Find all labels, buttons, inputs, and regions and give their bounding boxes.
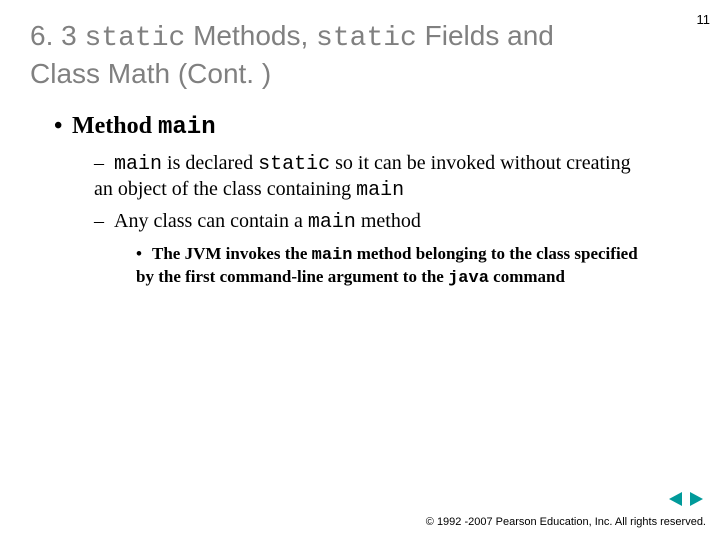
title-section: 6. 3 xyxy=(30,20,84,51)
prev-icon[interactable] xyxy=(668,491,684,507)
l3-post: command xyxy=(489,267,565,286)
l2b-pre: Any class can contain a xyxy=(114,210,308,232)
l2b-code1: main xyxy=(308,211,356,234)
l3-pre: The JVM invokes the xyxy=(152,244,312,263)
l2b-post: method xyxy=(356,210,421,232)
bullet-level-2a: –main is declared static so it can be in… xyxy=(94,151,680,203)
bullet-level-2b: –Any class can contain a main method xyxy=(94,209,680,235)
dash-marker: – xyxy=(94,209,114,234)
l3-code2: java xyxy=(448,269,489,288)
page-number: 11 xyxy=(697,12,711,27)
l2a-mid1: is declared xyxy=(162,152,258,174)
slide-title: 6. 3 static Methods, static Fields and C… xyxy=(0,0,640,91)
nav-arrows xyxy=(668,490,704,508)
title-mid-1: Methods, xyxy=(185,20,316,51)
bullet-level-3: •The JVM invokes the main method belongi… xyxy=(136,243,680,290)
bullet-marker: • xyxy=(54,113,72,140)
l2a-code2: static xyxy=(258,153,330,176)
content-area: •Method main –main is declared static so… xyxy=(0,91,720,290)
next-icon[interactable] xyxy=(688,491,704,507)
l3-code1: main xyxy=(312,246,353,265)
title-code-1: static xyxy=(84,23,185,54)
l2a-code1: main xyxy=(114,153,162,176)
bullet-text: Method xyxy=(72,113,158,139)
title-code-2: static xyxy=(316,23,417,54)
dash-marker: – xyxy=(94,151,114,176)
bullet-level-1: •Method main xyxy=(54,113,680,141)
copyright-footer: © 1992 -2007 Pearson Education, Inc. All… xyxy=(426,516,706,528)
bullet-code: main xyxy=(158,114,216,141)
l2a-code3: main xyxy=(356,179,404,202)
bullet-marker: • xyxy=(136,243,152,264)
